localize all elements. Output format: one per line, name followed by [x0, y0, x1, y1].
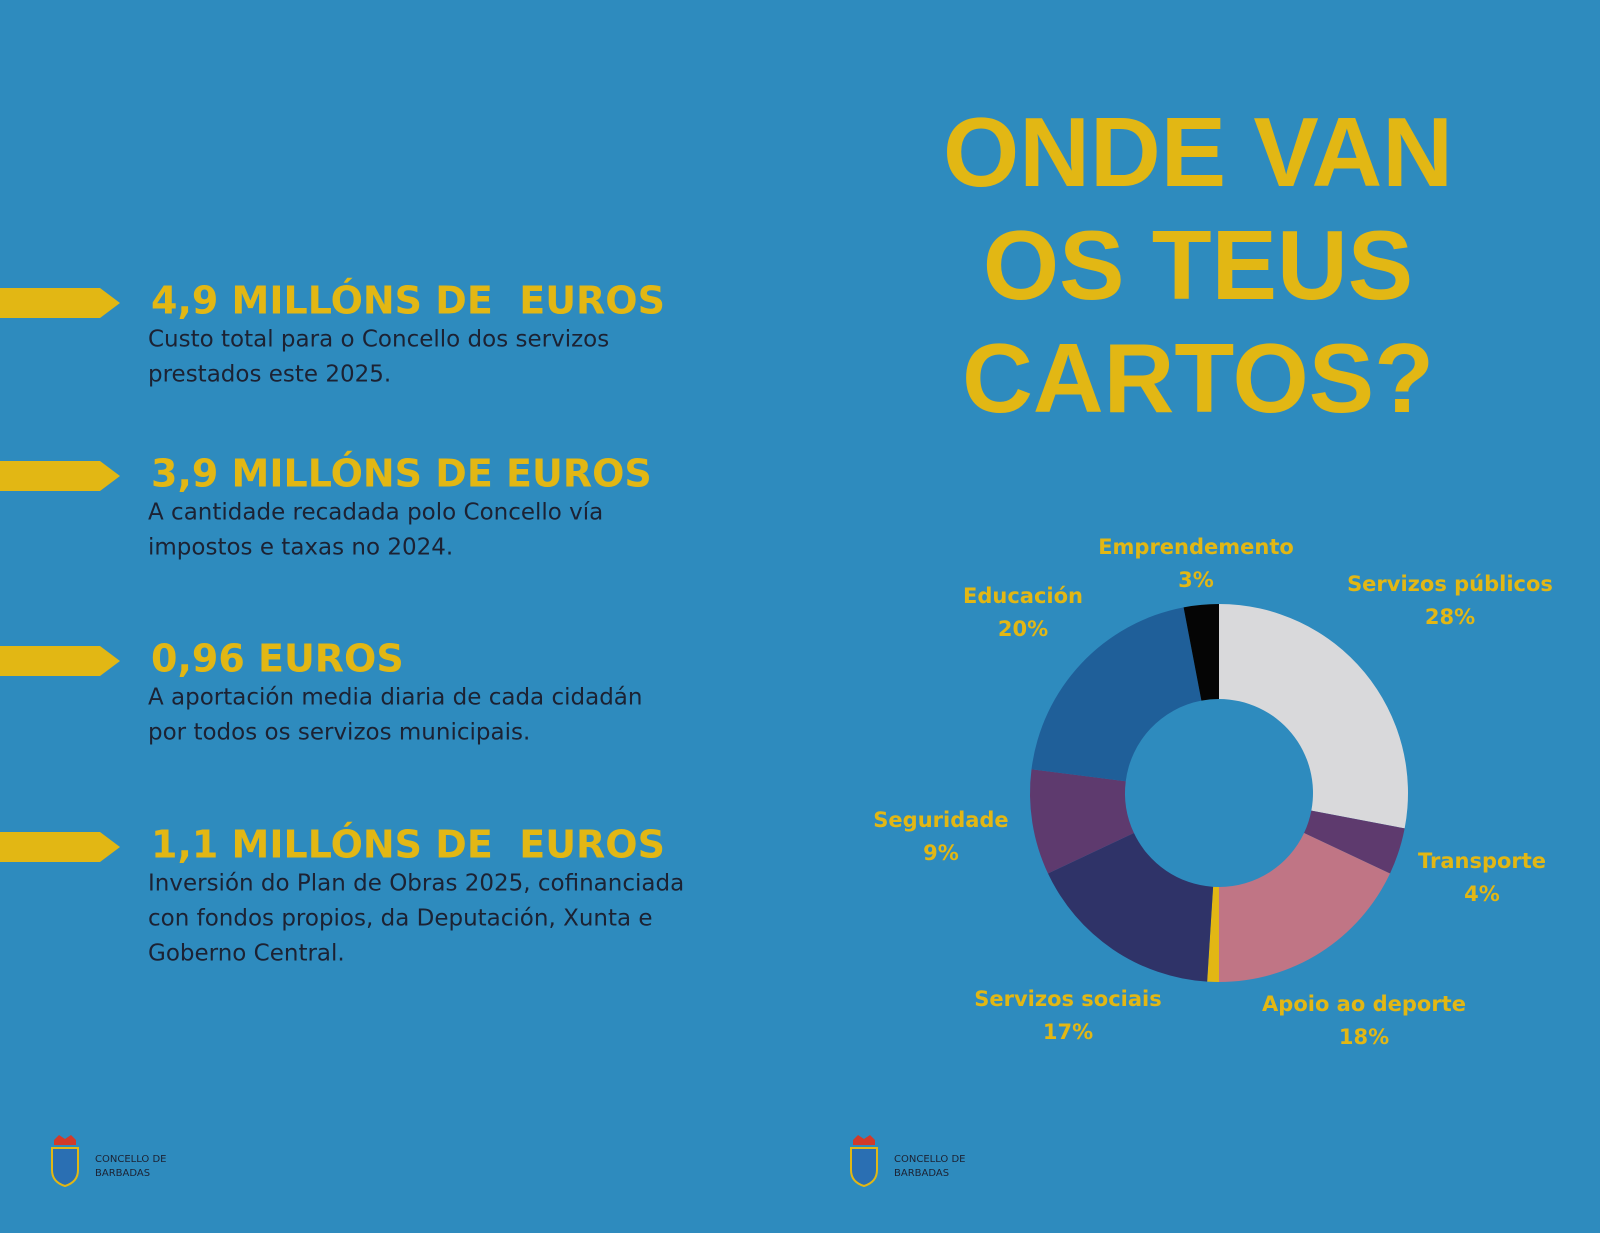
arrow [0, 646, 120, 676]
stat-text: A cantidade recadada polo Concello vía [148, 500, 603, 526]
stat-heading: 4,9 MILLÓNS DE EUROS [151, 279, 665, 323]
segment-label: Seguridade [873, 808, 1008, 832]
logo-left [51, 1135, 79, 1188]
segment-value: 4% [1464, 882, 1500, 906]
donut-segment [1030, 769, 1134, 874]
stat-heading: 1,1 MILLÓNS DE EUROS [151, 823, 665, 867]
chart-title: OS TEUS [983, 210, 1413, 320]
segment-value: 9% [923, 841, 959, 865]
stat-text: Custo total para o Concello dos servizos [148, 327, 609, 353]
stat-text: Goberno Central. [148, 941, 345, 967]
logo-text: CONCELLO DE [894, 1154, 966, 1165]
segment-label: Servizos sociais [974, 987, 1162, 1011]
arrow [0, 461, 120, 491]
logo-text: BARBADAS [95, 1168, 150, 1179]
stat-heading: 3,9 MILLÓNS DE EUROS [151, 452, 652, 496]
stat-text: con fondos propios, da Deputación, Xunta… [148, 906, 653, 932]
donut-segment [1207, 886, 1219, 982]
chart-title: CARTOS? [962, 323, 1434, 433]
arrow [0, 832, 120, 862]
arrow [0, 288, 120, 318]
segment-label: Servizos públicos [1347, 572, 1553, 596]
logo-text: CONCELLO DE [95, 1154, 167, 1165]
segment-label: Apoio ao deporte [1262, 992, 1466, 1016]
stat-text: por todos os servizos municipais. [148, 720, 530, 746]
stat-heading: 0,96 EUROS [151, 637, 404, 681]
stat-text: A aportación media diaria de cada cidadá… [148, 685, 642, 711]
donut-segment [1219, 604, 1408, 829]
stat-text: prestados este 2025. [148, 362, 391, 388]
segment-value: 20% [998, 617, 1048, 641]
segment-label: Emprendemento [1098, 535, 1294, 559]
chart-title: ONDE VAN [943, 97, 1453, 207]
stat-text: Inversión do Plan de Obras 2025, cofinan… [148, 871, 684, 897]
segment-value: 3% [1178, 568, 1214, 592]
donut-segment [1304, 810, 1405, 874]
donut-segment [1047, 833, 1214, 982]
segment-label: Educación [963, 584, 1083, 608]
segment-label: Transporte [1418, 849, 1546, 873]
logo-right [850, 1135, 878, 1188]
donut-segment [1031, 607, 1202, 782]
stat-text: impostos e taxas no 2024. [148, 535, 453, 561]
donut-segment [1183, 604, 1219, 701]
segment-value: 18% [1339, 1025, 1389, 1049]
logo-text: BARBADAS [894, 1168, 949, 1179]
donut-segment [1219, 833, 1391, 982]
segment-value: 28% [1425, 605, 1475, 629]
segment-value: 17% [1043, 1020, 1093, 1044]
